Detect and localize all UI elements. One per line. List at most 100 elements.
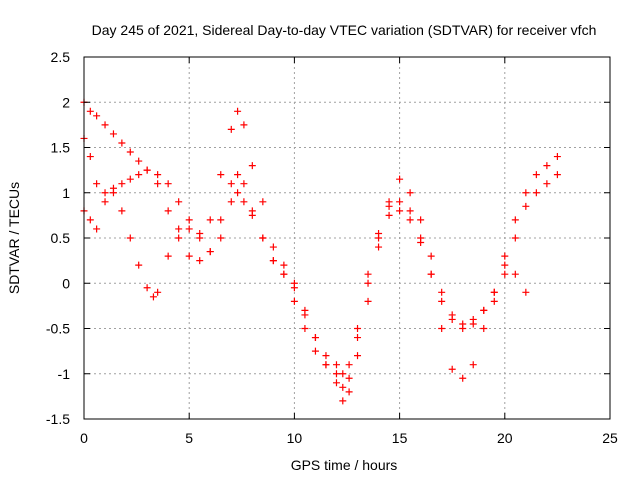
data-point	[339, 370, 347, 378]
data-point	[86, 153, 94, 161]
data-point	[469, 361, 477, 369]
data-point	[196, 229, 204, 237]
data-point	[240, 198, 248, 206]
data-point	[459, 320, 467, 328]
data-point	[511, 270, 519, 278]
data-point	[196, 257, 204, 265]
data-point	[217, 171, 225, 179]
data-point	[448, 311, 456, 319]
data-point	[364, 270, 372, 278]
data-point	[234, 107, 242, 115]
data-point	[86, 107, 94, 115]
data-point	[511, 216, 519, 224]
data-point	[93, 112, 101, 120]
data-point	[269, 257, 277, 265]
data-point	[143, 166, 151, 174]
data-point	[448, 365, 456, 373]
data-point	[385, 202, 393, 210]
data-point	[101, 189, 109, 197]
data-point	[217, 234, 225, 242]
x-tick-label: 20	[497, 430, 513, 446]
y-tick-label: 2	[62, 94, 70, 110]
data-point	[206, 248, 214, 256]
data-point	[417, 239, 425, 247]
data-point	[118, 207, 126, 215]
data-point	[427, 270, 435, 278]
data-point	[101, 121, 109, 129]
data-point	[248, 162, 256, 170]
data-point	[154, 180, 162, 188]
data-point	[332, 370, 340, 378]
data-point	[396, 207, 404, 215]
data-point	[417, 216, 425, 224]
data-point	[375, 229, 383, 237]
data-point	[385, 211, 393, 219]
y-tick-label: -1.5	[46, 411, 70, 427]
data-points	[80, 98, 561, 405]
data-point	[438, 288, 446, 296]
data-point	[322, 352, 330, 360]
data-point	[126, 175, 134, 183]
data-point	[240, 121, 248, 129]
data-point	[406, 189, 414, 197]
data-point	[234, 189, 242, 197]
data-point	[164, 252, 172, 260]
data-point	[511, 234, 519, 242]
x-tick-label: 0	[80, 430, 88, 446]
data-point	[364, 297, 372, 305]
data-point	[234, 171, 242, 179]
data-point	[501, 270, 509, 278]
data-point	[354, 334, 362, 342]
data-point	[490, 297, 498, 305]
data-point	[135, 261, 143, 269]
data-point	[154, 171, 162, 179]
data-point	[269, 243, 277, 251]
data-point	[322, 361, 330, 369]
y-tick-label: -1	[58, 366, 71, 382]
grid-lines	[84, 57, 610, 419]
data-point	[469, 315, 477, 323]
data-point	[438, 325, 446, 332]
data-point	[311, 334, 319, 342]
data-point	[185, 225, 193, 233]
data-point	[175, 234, 183, 242]
data-point	[543, 180, 551, 188]
data-point	[259, 234, 267, 242]
data-point	[501, 252, 509, 260]
data-point	[280, 261, 288, 269]
data-point	[345, 388, 353, 396]
axis-ticks: 0 5 10 15 20 25 -1.5 -1 -0.5 0 0.5 1 1.5 2 2.5	[46, 49, 618, 446]
data-point	[501, 261, 509, 269]
data-point	[164, 180, 172, 188]
data-point	[217, 216, 225, 224]
data-point	[154, 288, 162, 296]
data-point	[345, 361, 353, 369]
data-point	[149, 293, 157, 301]
y-tick-label: 0.5	[51, 230, 71, 246]
data-point	[532, 189, 540, 197]
data-point	[406, 207, 414, 215]
data-point	[118, 139, 126, 147]
data-point	[185, 216, 193, 224]
data-point	[135, 171, 143, 179]
data-point	[175, 198, 183, 206]
data-point	[354, 352, 362, 360]
data-point	[227, 180, 235, 188]
y-tick-label: 1	[62, 185, 70, 201]
data-point	[480, 325, 488, 332]
data-point	[345, 374, 353, 382]
data-point	[522, 202, 530, 210]
x-tick-label: 15	[392, 430, 408, 446]
y-tick-label: 0	[62, 275, 70, 291]
data-point	[375, 243, 383, 251]
data-point	[93, 225, 101, 233]
data-point	[280, 270, 288, 278]
y-tick-label: 1.5	[51, 140, 71, 156]
data-point	[301, 325, 309, 332]
data-point	[101, 198, 109, 206]
data-point	[339, 397, 347, 405]
x-axis-title: GPS time / hours	[291, 457, 398, 473]
series-track-c	[80, 189, 530, 382]
